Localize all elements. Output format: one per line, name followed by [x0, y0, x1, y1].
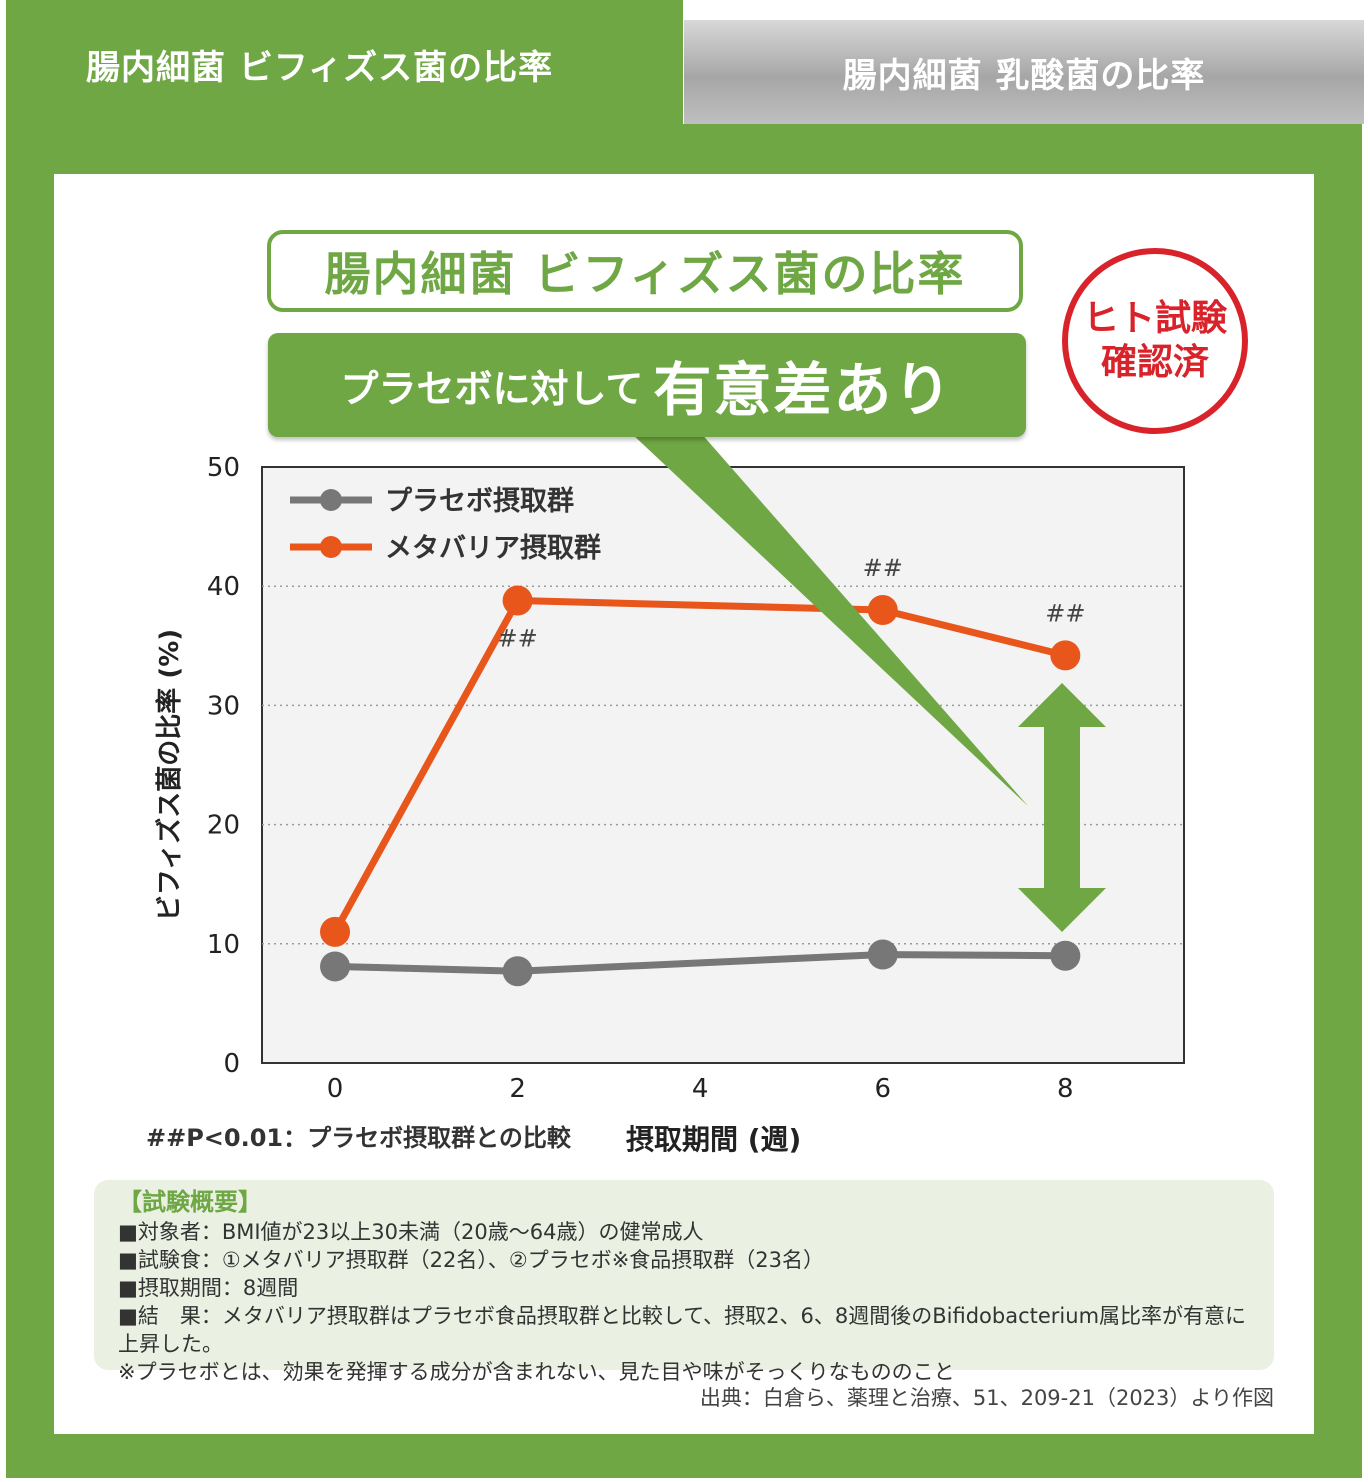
study-summary: 【試験概要】 ■対象者：BMI値が23以上30未満（20歳～64歳）の健常成人 … — [94, 1180, 1274, 1384]
banner-lead-text: プラセボに対して — [340, 366, 644, 411]
data-point-s0-x0 — [320, 951, 351, 982]
legend-placebo-label: プラセボ摂取群 — [385, 486, 574, 517]
stamp-line-2: 確認済 — [1100, 342, 1209, 383]
y-tick-label-10: 10 — [207, 930, 240, 960]
significance-footnote: ##P<0.01：プラセボ摂取群との比較 — [146, 1124, 571, 1152]
x-axis-title: 摂取期間 (週) — [626, 1123, 802, 1156]
x-tick-label-6: 6 — [874, 1074, 891, 1104]
summary-line: ■結 果：メタバリア摂取群はプラセボ食品摂取群と比較して、摂取2、6、8週間後の… — [118, 1304, 1247, 1356]
series-line-1 — [331, 597, 1067, 934]
tab-bifidobacteria[interactable]: 腸内細菌 ビフィズス菌の比率 — [6, 0, 683, 128]
significance-mark-x6: ## — [863, 554, 903, 582]
series-layer — [320, 585, 1081, 987]
summary-line: ■摂取期間：8週間 — [118, 1276, 299, 1300]
stamp-line-1: ヒト試験 — [1082, 298, 1227, 339]
summary-line: ■対象者：BMI値が23以上30未満（20歳～64歳）の健常成人 — [118, 1220, 704, 1244]
data-point-s0-x2 — [502, 956, 533, 987]
legend: プラセボ摂取群 メタバリア摂取群 — [290, 486, 601, 564]
legend-placebo-marker — [320, 489, 342, 511]
data-point-s1-x0 — [320, 916, 351, 947]
human-trial-stamp: ヒト試験 確認済 — [1062, 248, 1248, 434]
data-point-s1-x8 — [1050, 640, 1081, 671]
tab-bifidobacteria-label: 腸内細菌 ビフィズス菌の比率 — [86, 47, 554, 88]
significance-mark-x8: ## — [1045, 599, 1085, 627]
x-tick-label-8: 8 — [1057, 1074, 1074, 1104]
callout-pointer — [630, 432, 1028, 806]
significance-marks: ## ## ## — [497, 554, 1085, 652]
tab-lactobacillus-label: 腸内細菌 乳酸菌の比率 — [842, 55, 1206, 96]
summary-line: ※プラセボとは、効果を発揮する成分が含まれない、見た目や味がそっくりなもののこと — [118, 1360, 955, 1384]
legend-metabarier-label: メタバリア摂取群 — [385, 533, 601, 564]
data-point-s1-x6 — [867, 595, 898, 626]
tab-lactobacillus[interactable]: 腸内細菌 乳酸菌の比率 — [684, 20, 1364, 124]
data-point-s0-x6 — [867, 939, 898, 970]
y-axis-title: ビフィズス菌の比率 (%) — [154, 629, 185, 921]
difference-arrow-icon — [1018, 683, 1106, 932]
y-tick-label-40: 40 — [207, 572, 240, 602]
significance-banner: プラセボに対して 有意差あり — [268, 333, 1026, 437]
x-tick-label-2: 2 — [509, 1074, 526, 1104]
y-tick-label-0: 0 — [223, 1049, 240, 1079]
y-tick-label-50: 50 — [207, 453, 240, 483]
data-point-s1-x2 — [502, 585, 533, 616]
summary-heading: 【試験概要】 — [118, 1188, 262, 1216]
y-axis-ticks: 0 10 20 30 40 50 — [207, 453, 240, 1079]
significance-mark-x2: ## — [497, 625, 537, 653]
summary-line: ■試験食：①メタバリア摂取群（22名）、②プラセボ※食品摂取群（23名） — [118, 1248, 825, 1272]
x-axis-ticks: 0 2 4 6 8 — [327, 1074, 1074, 1104]
chart-headline: 腸内細菌 ビフィズス菌の比率 — [267, 230, 1023, 312]
gridlines — [262, 585, 1184, 945]
x-tick-label-4: 4 — [692, 1074, 709, 1104]
legend-metabarier-marker — [320, 536, 342, 558]
series-line-0 — [334, 951, 1066, 975]
y-tick-label-20: 20 — [207, 811, 240, 841]
chart-headline-text: 腸内細菌 ビフィズス菌の比率 — [324, 247, 966, 301]
source-citation: 出典：白倉ら、薬理と治療、51、209-21（2023）より作図 — [699, 1386, 1274, 1410]
y-tick-label-30: 30 — [207, 691, 240, 721]
x-tick-label-0: 0 — [327, 1074, 344, 1104]
data-point-s0-x8 — [1050, 940, 1081, 971]
banner-emphasis-text: 有意差あり — [653, 356, 954, 424]
